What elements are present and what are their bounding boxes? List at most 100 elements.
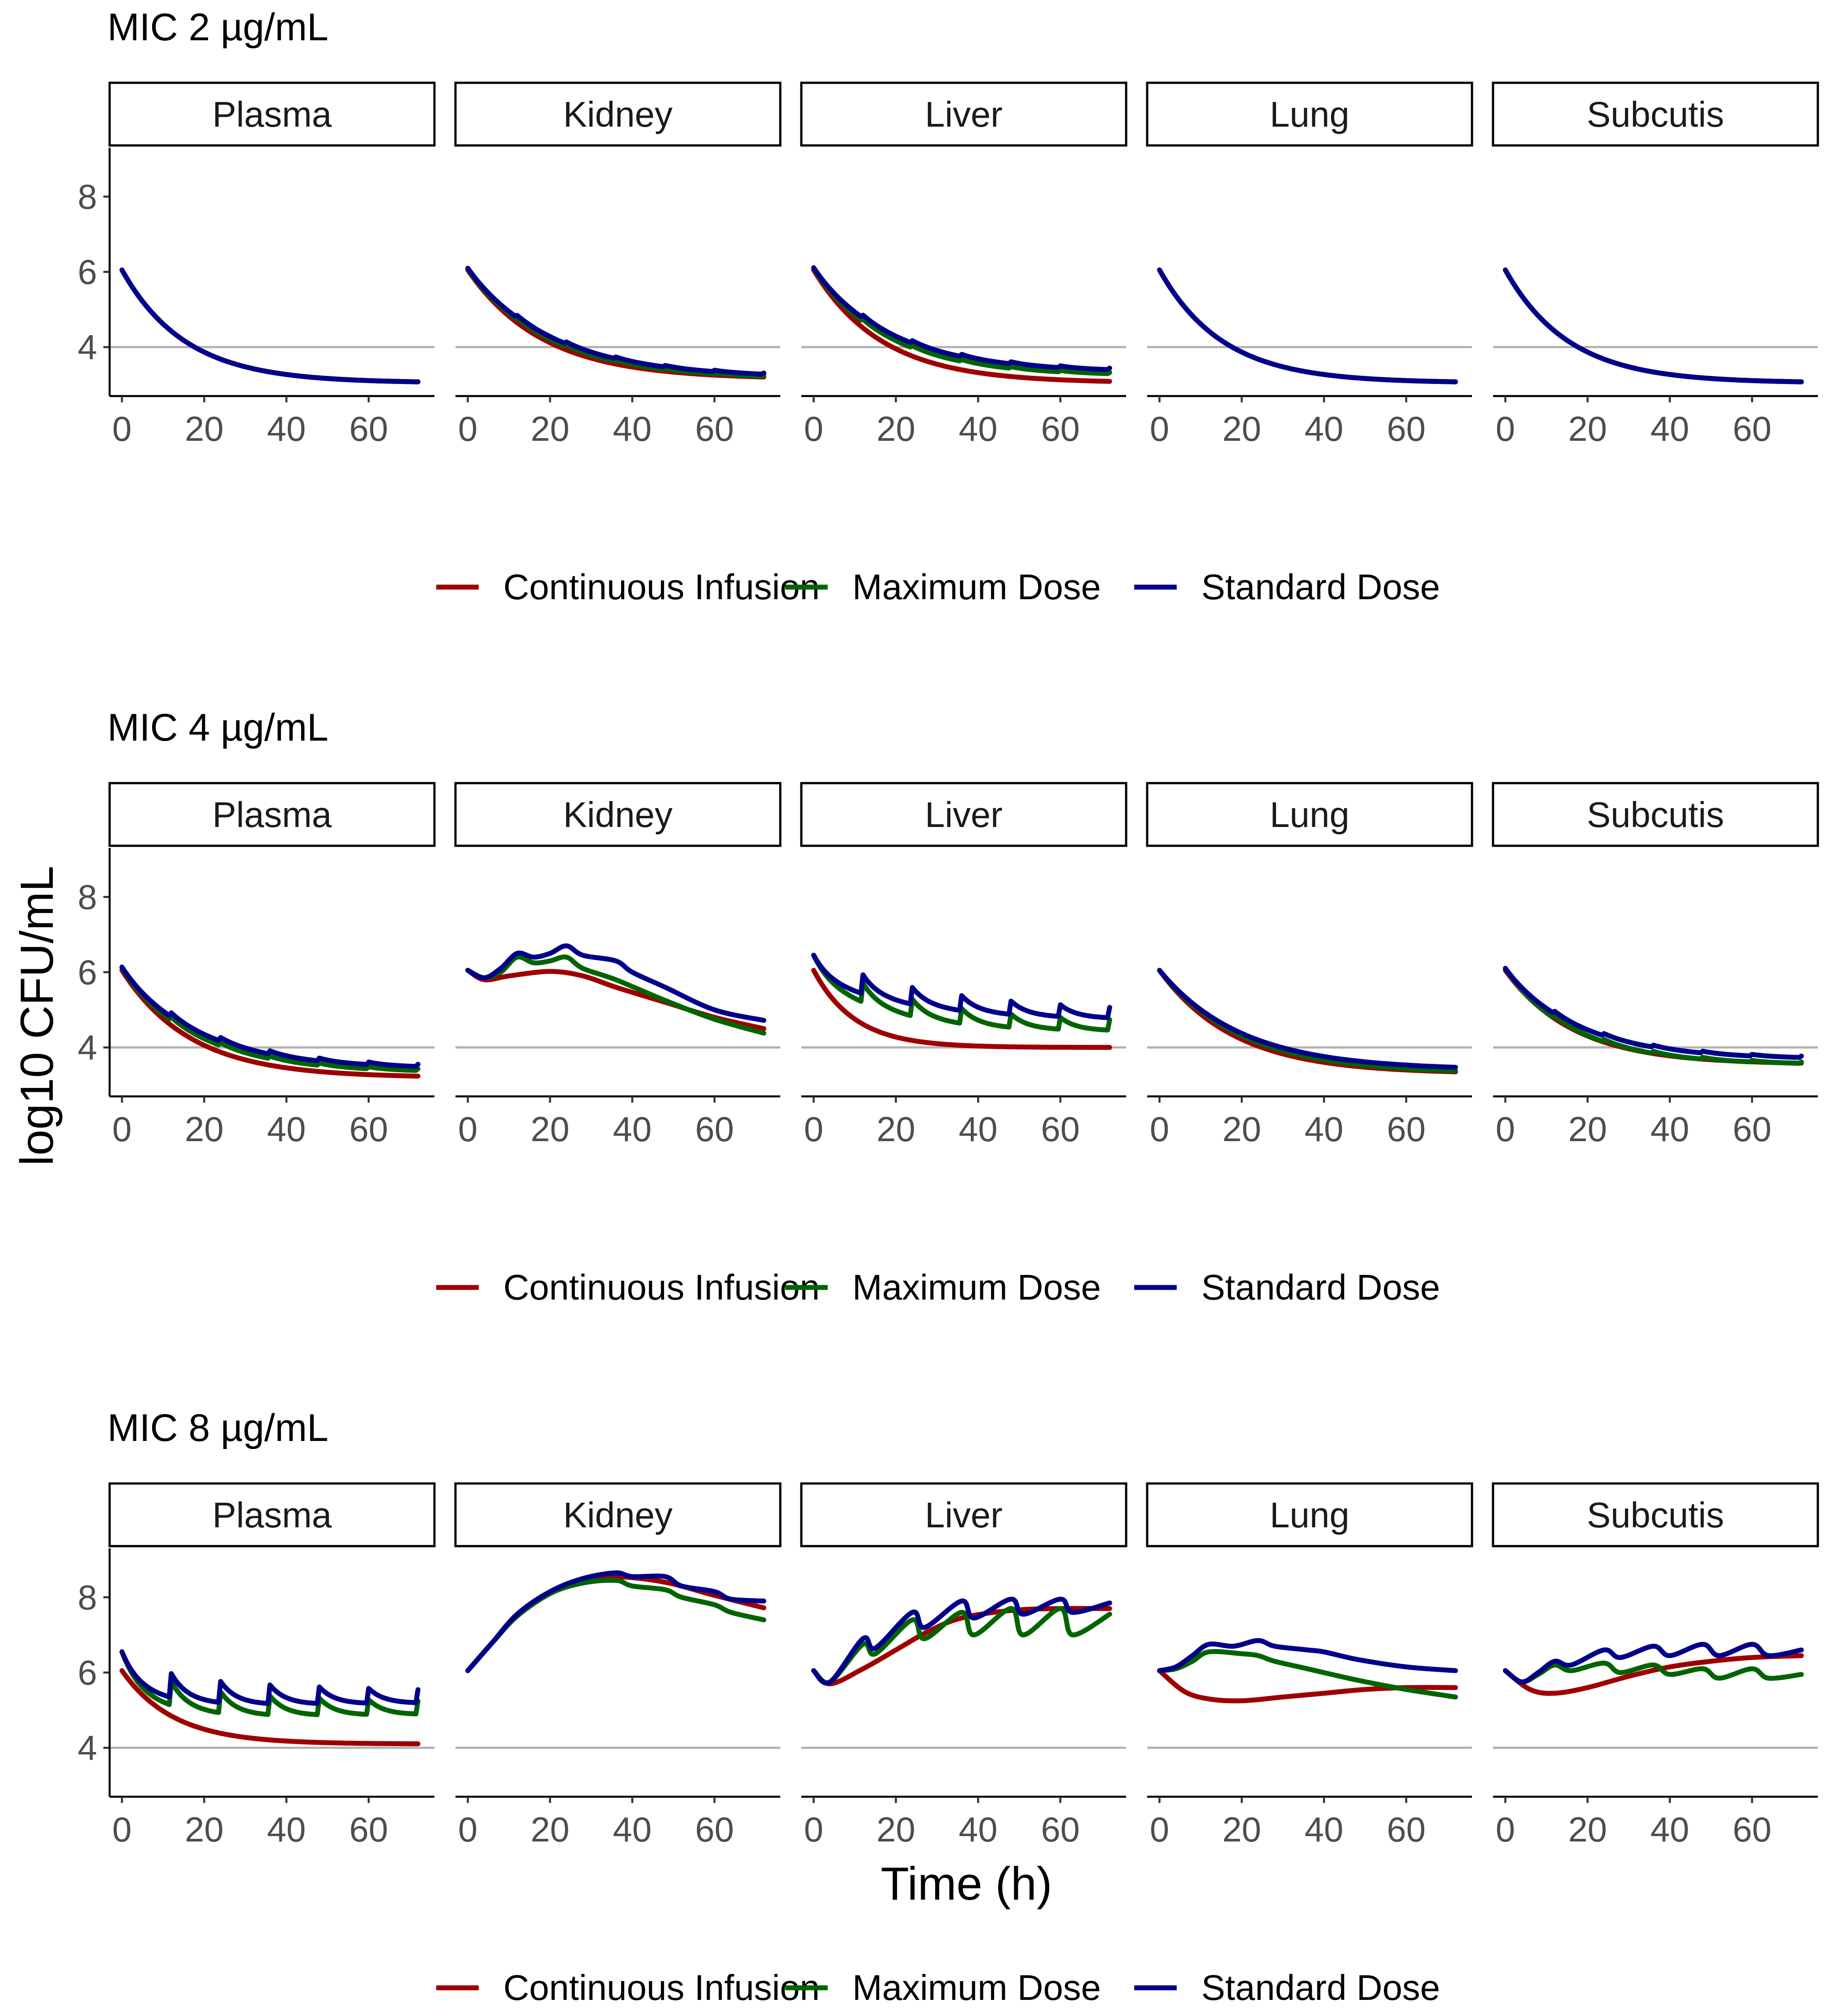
x-tick-label: 20 (876, 409, 915, 448)
series-line-standard-dose (465, 943, 766, 1023)
x-tick-label: 20 (1568, 409, 1607, 448)
strip-box (454, 782, 782, 847)
x-tick-label: 20 (1222, 1109, 1261, 1149)
strip-box (1146, 1482, 1473, 1547)
facet-liver: Liver 0 20 40 60 (800, 1482, 1127, 1849)
series-line-standard-dose (1503, 1641, 1804, 1684)
x-tick-label: 40 (959, 1109, 998, 1149)
legend-label: Maximum Dose (852, 1267, 1101, 1307)
legend-label: Maximum Dose (852, 1968, 1101, 2007)
series-line-standard-dose (811, 953, 1112, 1020)
x-tick-label: 40 (613, 409, 652, 448)
x-tick-label: 60 (1041, 409, 1080, 448)
facet-lung: Lung 0 20 40 60 (1146, 782, 1473, 1149)
x-tick-label: 40 (1651, 1810, 1689, 1849)
legend: Continuous Infusion Maximum Dose Standard … (436, 567, 1440, 607)
series-line-standard-dose (1503, 267, 1804, 384)
series-line-maximum-dose (119, 965, 421, 1073)
x-tick-label: 40 (267, 1109, 306, 1149)
facet-liver: Liver 0 20 40 60 (800, 81, 1127, 448)
strip-label: Lung (1270, 795, 1349, 835)
strip-box (800, 1482, 1127, 1547)
facet-kidney: Kidney 0 20 40 60 (454, 1482, 782, 1849)
x-tick-label: 0 (804, 1810, 823, 1849)
panel-mic-3: MIC 8 µg/mL 4 6 8 Plasma 0 20 40 60 Kidney 0 20 40 60… (78, 1407, 1819, 2007)
x-tick-label: 0 (804, 1109, 823, 1149)
series-line-continuous-infusion (811, 968, 1112, 1050)
strip-label: Kidney (563, 795, 673, 835)
series-line-maximum-dose (811, 1606, 1112, 1685)
x-tick-label: 60 (695, 1109, 734, 1149)
x-tick-label: 0 (1150, 1810, 1169, 1849)
facet-subcutis: Subcutis 0 20 40 60 (1492, 81, 1819, 448)
strip-box (108, 782, 436, 847)
x-tick-label: 60 (1387, 1109, 1426, 1149)
strip-box (800, 81, 1127, 147)
series-line-standard-dose (119, 964, 421, 1069)
y-tick-label: 4 (78, 1728, 97, 1768)
series-line-continuous-infusion (811, 267, 1112, 384)
y-axis-title: log10 CFU/mL (11, 866, 63, 1166)
strip-label: Plasma (213, 94, 332, 134)
series-line-standard-dose (1157, 968, 1458, 1070)
legend-label: Continuous Infusion (503, 1267, 820, 1307)
strip-box (800, 782, 1127, 847)
facet-plasma: Plasma 0 20 40 60 (108, 81, 436, 448)
series-line-maximum-dose (465, 954, 766, 1036)
x-tick-label: 0 (112, 409, 132, 448)
strip-label: Lung (1270, 94, 1349, 134)
x-axis-title: Time (h) (881, 1858, 1052, 1910)
x-tick-label: 60 (349, 409, 388, 448)
strip-box (1492, 782, 1819, 847)
series-line-standard-dose (1157, 1638, 1458, 1673)
x-tick-label: 60 (1733, 409, 1772, 448)
facet-subcutis: Subcutis 0 20 40 60 (1492, 782, 1819, 1149)
x-tick-label: 20 (876, 1109, 915, 1149)
strip-box (454, 1482, 782, 1547)
facet-kidney: Kidney 0 20 40 60 (454, 81, 782, 448)
series-line-continuous-infusion (811, 1606, 1112, 1687)
y-tick-label: 6 (78, 953, 97, 992)
panel-mic-1: MIC 2 µg/mL 4 6 8 Plasma 0 20 40 60 Kidney 0 20 40 60… (78, 6, 1819, 607)
x-tick-label: 60 (1733, 1109, 1772, 1149)
strip-label: Liver (925, 795, 1002, 835)
x-tick-label: 20 (876, 1810, 915, 1849)
x-tick-label: 60 (349, 1810, 388, 1849)
series-line-standard-dose (119, 1649, 421, 1706)
strip-box (1492, 1482, 1819, 1547)
strip-label: Subcutis (1587, 94, 1724, 134)
x-tick-label: 60 (1041, 1109, 1080, 1149)
x-tick-label: 0 (1150, 409, 1169, 448)
strip-box (1146, 782, 1473, 847)
strip-box (108, 1482, 436, 1547)
x-tick-label: 20 (185, 1109, 224, 1149)
x-tick-label: 0 (1496, 1109, 1515, 1149)
facet-kidney: Kidney 0 20 40 60 (454, 782, 782, 1149)
y-tick-label: 4 (78, 328, 97, 367)
series-line-standard-dose (465, 265, 766, 377)
y-tick-label: 8 (78, 1577, 97, 1617)
facet-plasma: Plasma 0 20 40 60 (108, 1482, 436, 1849)
legend-label: Standard Dose (1201, 567, 1440, 607)
x-tick-label: 20 (531, 1109, 570, 1149)
x-tick-label: 20 (1222, 409, 1261, 448)
legend: Continuous Infusion Maximum Dose Standard … (436, 1968, 1440, 2007)
legend-label: Standard Dose (1201, 1968, 1440, 2007)
strip-label: Kidney (563, 94, 673, 134)
series-line-maximum-dose (811, 265, 1112, 376)
strip-box (1492, 81, 1819, 147)
x-tick-label: 60 (1733, 1810, 1772, 1849)
x-tick-label: 0 (1150, 1109, 1169, 1149)
x-tick-label: 60 (695, 1810, 734, 1849)
legend: Continuous Infusion Maximum Dose Standard … (436, 1267, 1440, 1307)
x-tick-label: 40 (1305, 1109, 1344, 1149)
x-tick-label: 0 (112, 1109, 132, 1149)
strip-label: Subcutis (1587, 795, 1724, 835)
y-tick-label: 6 (78, 252, 97, 292)
x-tick-label: 0 (112, 1810, 132, 1849)
x-tick-label: 40 (959, 409, 998, 448)
x-tick-label: 60 (1041, 1810, 1080, 1849)
x-tick-label: 0 (1496, 1810, 1515, 1849)
x-tick-label: 60 (695, 409, 734, 448)
